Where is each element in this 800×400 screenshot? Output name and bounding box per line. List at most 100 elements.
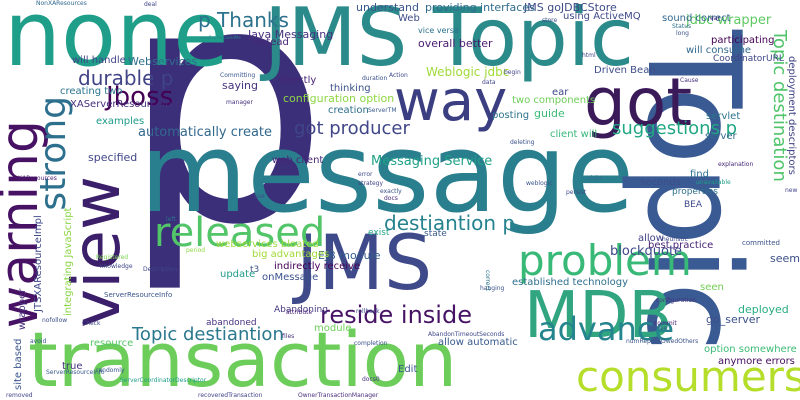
word: onMessage <box>262 272 319 283</box>
word: CoordinatorURL <box>713 54 784 64</box>
word: Action <box>389 72 408 79</box>
word: NonXAResources <box>36 0 87 7</box>
word: got producer <box>294 118 410 139</box>
word: commit <box>654 320 677 327</box>
word: directly <box>279 75 317 86</box>
word: weblogic <box>526 180 553 187</box>
word: Jboss <box>106 82 174 112</box>
word: committed <box>742 239 780 247</box>
word: EJB module <box>318 249 381 262</box>
word: BEA <box>684 200 703 210</box>
word: configuration <box>656 297 696 304</box>
word: persist <box>566 189 587 196</box>
word: anymore errors <box>718 356 795 367</box>
word: posting <box>492 110 530 121</box>
word: problem <box>518 236 692 285</box>
word: deal <box>144 1 157 8</box>
word: heuristic <box>662 236 688 243</box>
word: removed <box>6 392 33 399</box>
word: released <box>154 210 326 256</box>
word: correct <box>484 270 491 292</box>
word: error <box>358 171 373 178</box>
word: ear <box>710 15 720 22</box>
word: Driven Bean <box>594 65 656 76</box>
word: use <box>254 193 265 200</box>
word: left <box>166 216 176 223</box>
word: consumers <box>576 352 800 400</box>
word: unavailable <box>696 179 731 186</box>
word: Messaging Service <box>371 154 493 169</box>
word: saying <box>222 79 258 92</box>
word: duration <box>362 75 388 82</box>
word: got <box>584 64 693 141</box>
word: durable p <box>78 66 174 90</box>
word: go_server <box>706 313 761 326</box>
word: allow automatic <box>438 337 518 348</box>
word: attribute <box>286 309 313 316</box>
word: providing interfaces <box>425 1 535 14</box>
word: transaction <box>28 315 458 400</box>
word: specified <box>88 151 138 164</box>
word: blockquote <box>610 244 683 259</box>
word: message <box>140 109 635 237</box>
word: Web <box>398 13 420 24</box>
word: OwnerTransactionManager <box>298 392 379 399</box>
word: deployed <box>738 303 789 316</box>
word: Edit <box>398 364 418 375</box>
word: strong <box>33 96 74 211</box>
word: client will <box>550 129 598 140</box>
word: JMS <box>296 218 433 307</box>
word: knowledge <box>100 263 133 270</box>
word: hanging <box>480 285 505 292</box>
word: Description <box>143 266 178 273</box>
word: webservices bloated <box>216 239 319 250</box>
word: server <box>705 131 737 142</box>
word: new <box>785 187 798 194</box>
word: avoid <box>30 338 47 345</box>
word: abandoned <box>206 318 257 328</box>
word: XAServerResourceInfo <box>70 99 182 110</box>
word: ServerCoordinatorDescriptor <box>120 377 207 384</box>
word: XAResources <box>18 175 57 182</box>
word: advance <box>538 310 675 348</box>
word: will consume <box>686 45 752 56</box>
word: explanation <box>718 161 754 168</box>
word: web client <box>272 155 324 166</box>
word: jdbc wrapper <box>686 13 772 28</box>
word: manager <box>226 99 253 106</box>
word: vice versa <box>418 26 459 35</box>
word: guide <box>534 107 565 120</box>
word: ear <box>552 87 569 98</box>
word: AbandonTimeoutSeconds <box>428 331 505 338</box>
word: p <box>120 0 330 297</box>
word: overall better <box>418 37 493 50</box>
word: site based <box>13 338 24 390</box>
word: randomly <box>96 367 125 374</box>
word: period <box>186 247 206 254</box>
word: begin <box>504 69 521 76</box>
word: docs <box>384 195 398 202</box>
word: Registered <box>96 254 129 261</box>
word: suggestions p <box>612 118 738 139</box>
word: sound correct <box>662 13 731 24</box>
word: Cause <box>680 77 699 84</box>
word: Committing <box>220 72 256 79</box>
word: Weblogic jdbc <box>426 65 510 79</box>
word: resource <box>90 338 134 349</box>
word: numRepliesOwedMe <box>200 35 241 40</box>
word: properties <box>672 187 718 197</box>
word: indirectly receive <box>274 261 361 272</box>
word: reside inside <box>320 301 472 329</box>
word: thinking <box>330 83 371 94</box>
word: drive <box>652 325 668 332</box>
word: JMS Topic <box>264 0 635 84</box>
word: ServerResourceInfo <box>104 291 173 299</box>
word: rollback <box>356 308 380 315</box>
word: way <box>394 69 508 134</box>
word: exist <box>368 228 390 238</box>
word: Abandoning <box>274 305 328 315</box>
word: html <box>582 52 596 59</box>
word: JTSXAResourceImpl <box>33 215 44 312</box>
word: seem <box>770 252 800 265</box>
